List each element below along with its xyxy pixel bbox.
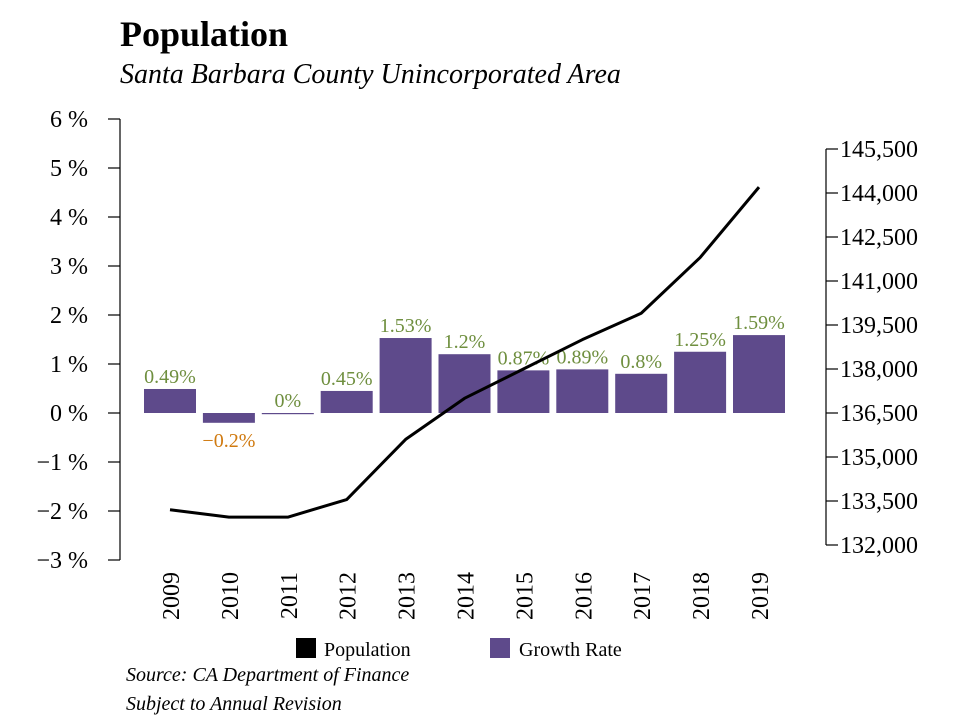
- growth-rate-data-label: 1.53%: [380, 315, 432, 337]
- source-note: Source: CA Department of Finance: [126, 664, 409, 686]
- left-axis-tick-label: −3 %: [36, 548, 88, 574]
- growth-rate-data-label: −0.2%: [202, 430, 255, 452]
- left-axis-tick-label: 0 %: [50, 401, 88, 427]
- growth-rate-data-label: 1.25%: [674, 329, 726, 351]
- right-axis-tick-label: 141,000: [840, 269, 918, 295]
- x-axis-labels: 2009 2010 2011 2012 2013 2014 2015 2016 2017 2018…: [159, 572, 774, 620]
- x-axis-label: 2012: [336, 572, 362, 620]
- left-axis-tick-label: 2 %: [50, 303, 88, 329]
- left-axis-tick-label: −1 %: [36, 450, 88, 476]
- right-axis-tick-label: 139,500: [840, 313, 918, 339]
- right-axis-tick-label: 142,500: [840, 225, 918, 251]
- growth-rate-bar: [733, 335, 785, 413]
- growth-rate-bars: [144, 335, 785, 423]
- left-axis-tick-label: 3 %: [50, 254, 88, 280]
- chart-subtitle: Santa Barbara County Unincorporated Area: [120, 59, 621, 90]
- x-axis-label: 2017: [630, 572, 656, 620]
- right-axis-tick-label: 144,000: [840, 181, 918, 207]
- x-axis-label: 2010: [218, 572, 244, 620]
- right-axis-tick-label: 145,500: [840, 137, 918, 163]
- population-line: [169, 186, 761, 519]
- growth-rate-data-label: 0%: [274, 390, 301, 412]
- x-axis-label: 2009: [159, 572, 185, 620]
- legend-label-population: Population: [324, 639, 411, 661]
- x-axis-label: 2019: [748, 572, 774, 620]
- growth-rate-bar: [261, 413, 314, 415]
- x-axis-label: 2018: [689, 572, 715, 620]
- growth-rate-data-label: 1.59%: [733, 312, 785, 334]
- right-axis-tick-label: 132,000: [840, 533, 918, 559]
- growth-rate-bar: [674, 351, 727, 413]
- revision-note: Subject to Annual Revision: [126, 693, 342, 715]
- right-axis-tick-label: 133,500: [840, 489, 918, 515]
- x-axis-label: 2013: [395, 572, 421, 620]
- population-line-layer: [169, 186, 761, 519]
- growth-rate-data-label: 0.8%: [620, 351, 662, 373]
- right-axis-tick-label: 138,000: [840, 357, 918, 383]
- growth-rate-data-label: 1.2%: [444, 331, 486, 353]
- growth-rate-bar: [379, 338, 432, 413]
- growth-rate-data-label: 0.45%: [321, 368, 373, 390]
- left-axis-tick-label: 6 %: [50, 107, 88, 133]
- left-axis-tick-label: 5 %: [50, 156, 88, 182]
- growth-rate-data-label: 0.49%: [144, 366, 196, 388]
- left-axis-tick-label: −2 %: [36, 499, 88, 525]
- chart-title: Population: [120, 14, 288, 54]
- x-axis-label: 2014: [454, 572, 480, 620]
- growth-rate-bar: [202, 413, 255, 423]
- legend-swatch-growth-rate: [490, 638, 510, 658]
- x-axis-label: 2016: [571, 572, 597, 620]
- growth-rate-bar: [144, 388, 196, 413]
- growth-rate-bar: [438, 354, 491, 413]
- legend: Population Growth Rate: [296, 638, 622, 661]
- x-axis-label: 2011: [277, 572, 303, 619]
- left-axis-tick-label: 1 %: [50, 352, 88, 378]
- right-axis-tick-label: 136,500: [840, 401, 918, 427]
- left-axis: −3 % −2 % −1 % 0 % 1 % 2 % 3 % 4 % 5 % 6 %: [36, 107, 121, 574]
- left-axis-tick-label: 4 %: [50, 205, 88, 231]
- growth-rate-bar: [615, 373, 668, 413]
- growth-rate-bar: [320, 390, 373, 413]
- legend-label-growth-rate: Growth Rate: [519, 639, 622, 661]
- growth-rate-bar: [556, 369, 609, 413]
- x-axis-label: 2015: [512, 572, 538, 620]
- right-axis-tick-label: 135,000: [840, 445, 918, 471]
- growth-rate-data-label: 0.89%: [556, 346, 608, 368]
- legend-swatch-population: [296, 638, 316, 658]
- right-axis: 132,000 133,500 135,000 136,500 138,000 139,5…: [825, 137, 918, 559]
